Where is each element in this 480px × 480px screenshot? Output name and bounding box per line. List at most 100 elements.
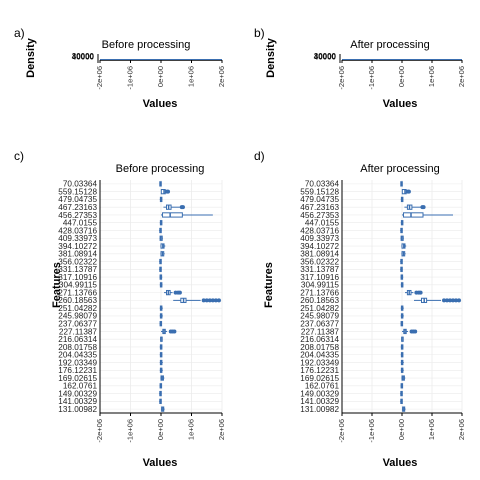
y-tick-label: 40000 (72, 53, 95, 62)
x-tick-label: -1e+06 (125, 66, 134, 90)
outlier-point (172, 329, 177, 334)
box-20 (160, 336, 163, 342)
box-29 (161, 406, 165, 412)
outlier-point (166, 189, 171, 194)
y-tick-label: 30000 (314, 52, 337, 61)
y-tick-label: 192.03349 (300, 358, 339, 367)
x-tick-label: 2e+06 (457, 66, 466, 87)
box-17 (400, 313, 404, 319)
y-tick-label: 381.08914 (300, 250, 339, 259)
y-tick-label: 245.98079 (58, 312, 97, 321)
box-29 (402, 406, 406, 412)
y-tick-label: 428.03716 (300, 226, 339, 235)
box-24 (159, 367, 163, 373)
y-tick-label: 479.04735 (58, 195, 97, 204)
x-tick-label: -2e+06 (337, 419, 346, 443)
panel-title: After processing (350, 39, 429, 51)
y-tick-label: 131.00982 (300, 405, 339, 414)
y-tick-label: 467.23163 (58, 203, 97, 212)
box-19 (161, 328, 177, 335)
x-tick-label: 2e+06 (217, 419, 226, 440)
x-tick-label: -1e+06 (367, 66, 376, 90)
x-tick-label: 0e+00 (397, 66, 406, 87)
y-tick-label: 176.12231 (300, 366, 339, 375)
x-tick-label: 1e+06 (427, 419, 436, 440)
box-4 (402, 212, 453, 218)
box-26 (400, 383, 404, 389)
y-tick-label: 381.08914 (58, 250, 97, 259)
box-2 (159, 196, 163, 203)
x-axis-title: Values (143, 457, 178, 469)
box-12 (400, 274, 404, 280)
y-tick-label: 559.15128 (58, 187, 97, 196)
box-body (162, 212, 183, 218)
box-21 (400, 344, 404, 350)
box-16 (400, 305, 404, 311)
x-tick-label: 0e+00 (156, 419, 165, 440)
y-tick-label: 331.13787 (300, 265, 339, 274)
outlier-point (421, 205, 426, 210)
box-8 (160, 243, 166, 249)
y-tick-label: 149.00329 (300, 389, 339, 398)
y-tick-label: 304.99115 (301, 281, 340, 290)
box-25 (160, 375, 165, 381)
box-3 (163, 204, 185, 210)
box-11 (159, 266, 162, 272)
y-tick-label: 149.00329 (58, 389, 97, 398)
box-6 (159, 227, 162, 234)
x-axis-title: Values (143, 98, 178, 110)
y-tick-label: 141.00329 (300, 397, 339, 406)
y-tick-label: 447.0155 (305, 219, 340, 228)
y-tick-label: 30000 (72, 52, 95, 61)
x-tick-label: -2e+06 (337, 66, 346, 90)
y-tick-label: 162.0761 (305, 382, 340, 391)
box-22 (159, 352, 163, 358)
box-25 (401, 375, 406, 381)
box-27 (400, 390, 403, 397)
box-27 (159, 390, 162, 397)
panel-tag: d) (254, 149, 265, 163)
outlier-point (413, 329, 418, 334)
y-tick-label: 70.03364 (305, 180, 340, 189)
x-tick-label: -2e+06 (95, 66, 104, 90)
panel-title: Before processing (102, 39, 191, 51)
box-0 (159, 181, 162, 187)
x-tick-label: 2e+06 (217, 66, 226, 87)
y-tick-label: 208.01758 (58, 343, 97, 352)
y-tick-label: 169.02615 (58, 374, 97, 383)
y-tick-label: 479.04735 (300, 195, 339, 204)
y-tick-label: 317.10916 (58, 273, 97, 282)
box-12 (159, 274, 163, 280)
box-9 (401, 251, 406, 257)
box-1 (160, 189, 171, 195)
outlier-point (406, 189, 411, 194)
outlier-point (204, 298, 209, 303)
box-19 (402, 328, 418, 335)
x-tick-label: 1e+06 (186, 419, 195, 440)
outlier-point (454, 298, 458, 303)
box-5 (159, 220, 163, 226)
x-tick-label: 1e+06 (427, 66, 436, 87)
box-6 (400, 227, 403, 234)
panel-3: d) After processing 70.03364559.15128479.0… (254, 149, 466, 469)
outlier-point (201, 298, 206, 303)
x-tick-label: -2e+06 (95, 419, 104, 443)
box-24 (400, 367, 404, 373)
box-7 (159, 235, 163, 241)
y-tick-label: 456.27353 (58, 211, 97, 220)
box-9 (160, 251, 165, 257)
box-7 (400, 235, 404, 241)
outlier-point (210, 298, 215, 303)
y-tick-label: 271.13766 (300, 288, 339, 297)
box-28 (159, 398, 162, 404)
x-tick-label: -1e+06 (125, 419, 134, 443)
y-tick-label: 409.33973 (300, 234, 339, 243)
box-23 (159, 359, 163, 366)
box-28 (400, 398, 403, 404)
box-11 (400, 266, 403, 272)
box-21 (159, 344, 163, 350)
x-tick-label: 2e+06 (457, 419, 466, 440)
box-15 (173, 297, 221, 304)
outlier-point (177, 290, 182, 295)
